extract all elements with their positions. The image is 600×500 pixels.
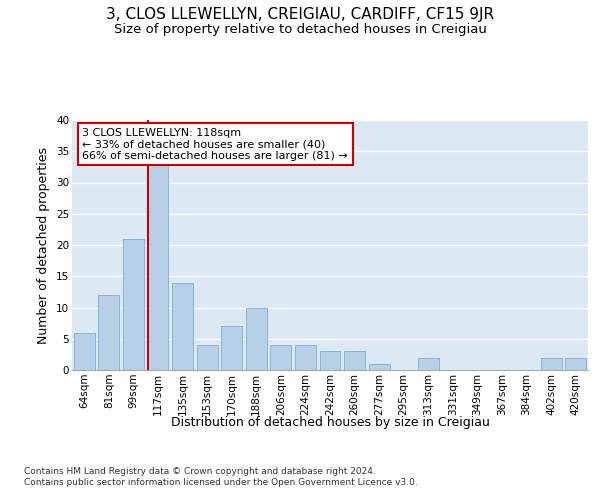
Bar [368,364,389,370]
Bar [221,326,242,370]
Bar [295,345,316,370]
Bar [98,295,119,370]
Bar [123,239,144,370]
Text: 3, CLOS LLEWELLYN, CREIGIAU, CARDIFF, CF15 9JR: 3, CLOS LLEWELLYN, CREIGIAU, CARDIFF, CF… [106,8,494,22]
Bar [541,358,562,370]
Text: Distribution of detached houses by size in Creigiau: Distribution of detached houses by size … [170,416,490,429]
Bar [246,308,267,370]
Text: 3 CLOS LLEWELLYN: 118sqm
← 33% of detached houses are smaller (40)
66% of semi-d: 3 CLOS LLEWELLYN: 118sqm ← 33% of detach… [82,128,348,160]
Bar [418,358,439,370]
Bar [197,345,218,370]
Bar [271,345,292,370]
Text: Contains HM Land Registry data © Crown copyright and database right 2024.
Contai: Contains HM Land Registry data © Crown c… [24,468,418,487]
Bar [148,164,169,370]
Bar [565,358,586,370]
Bar [320,351,340,370]
Y-axis label: Number of detached properties: Number of detached properties [37,146,50,344]
Bar [344,351,365,370]
Text: Size of property relative to detached houses in Creigiau: Size of property relative to detached ho… [113,22,487,36]
Bar [74,332,95,370]
Bar [172,282,193,370]
